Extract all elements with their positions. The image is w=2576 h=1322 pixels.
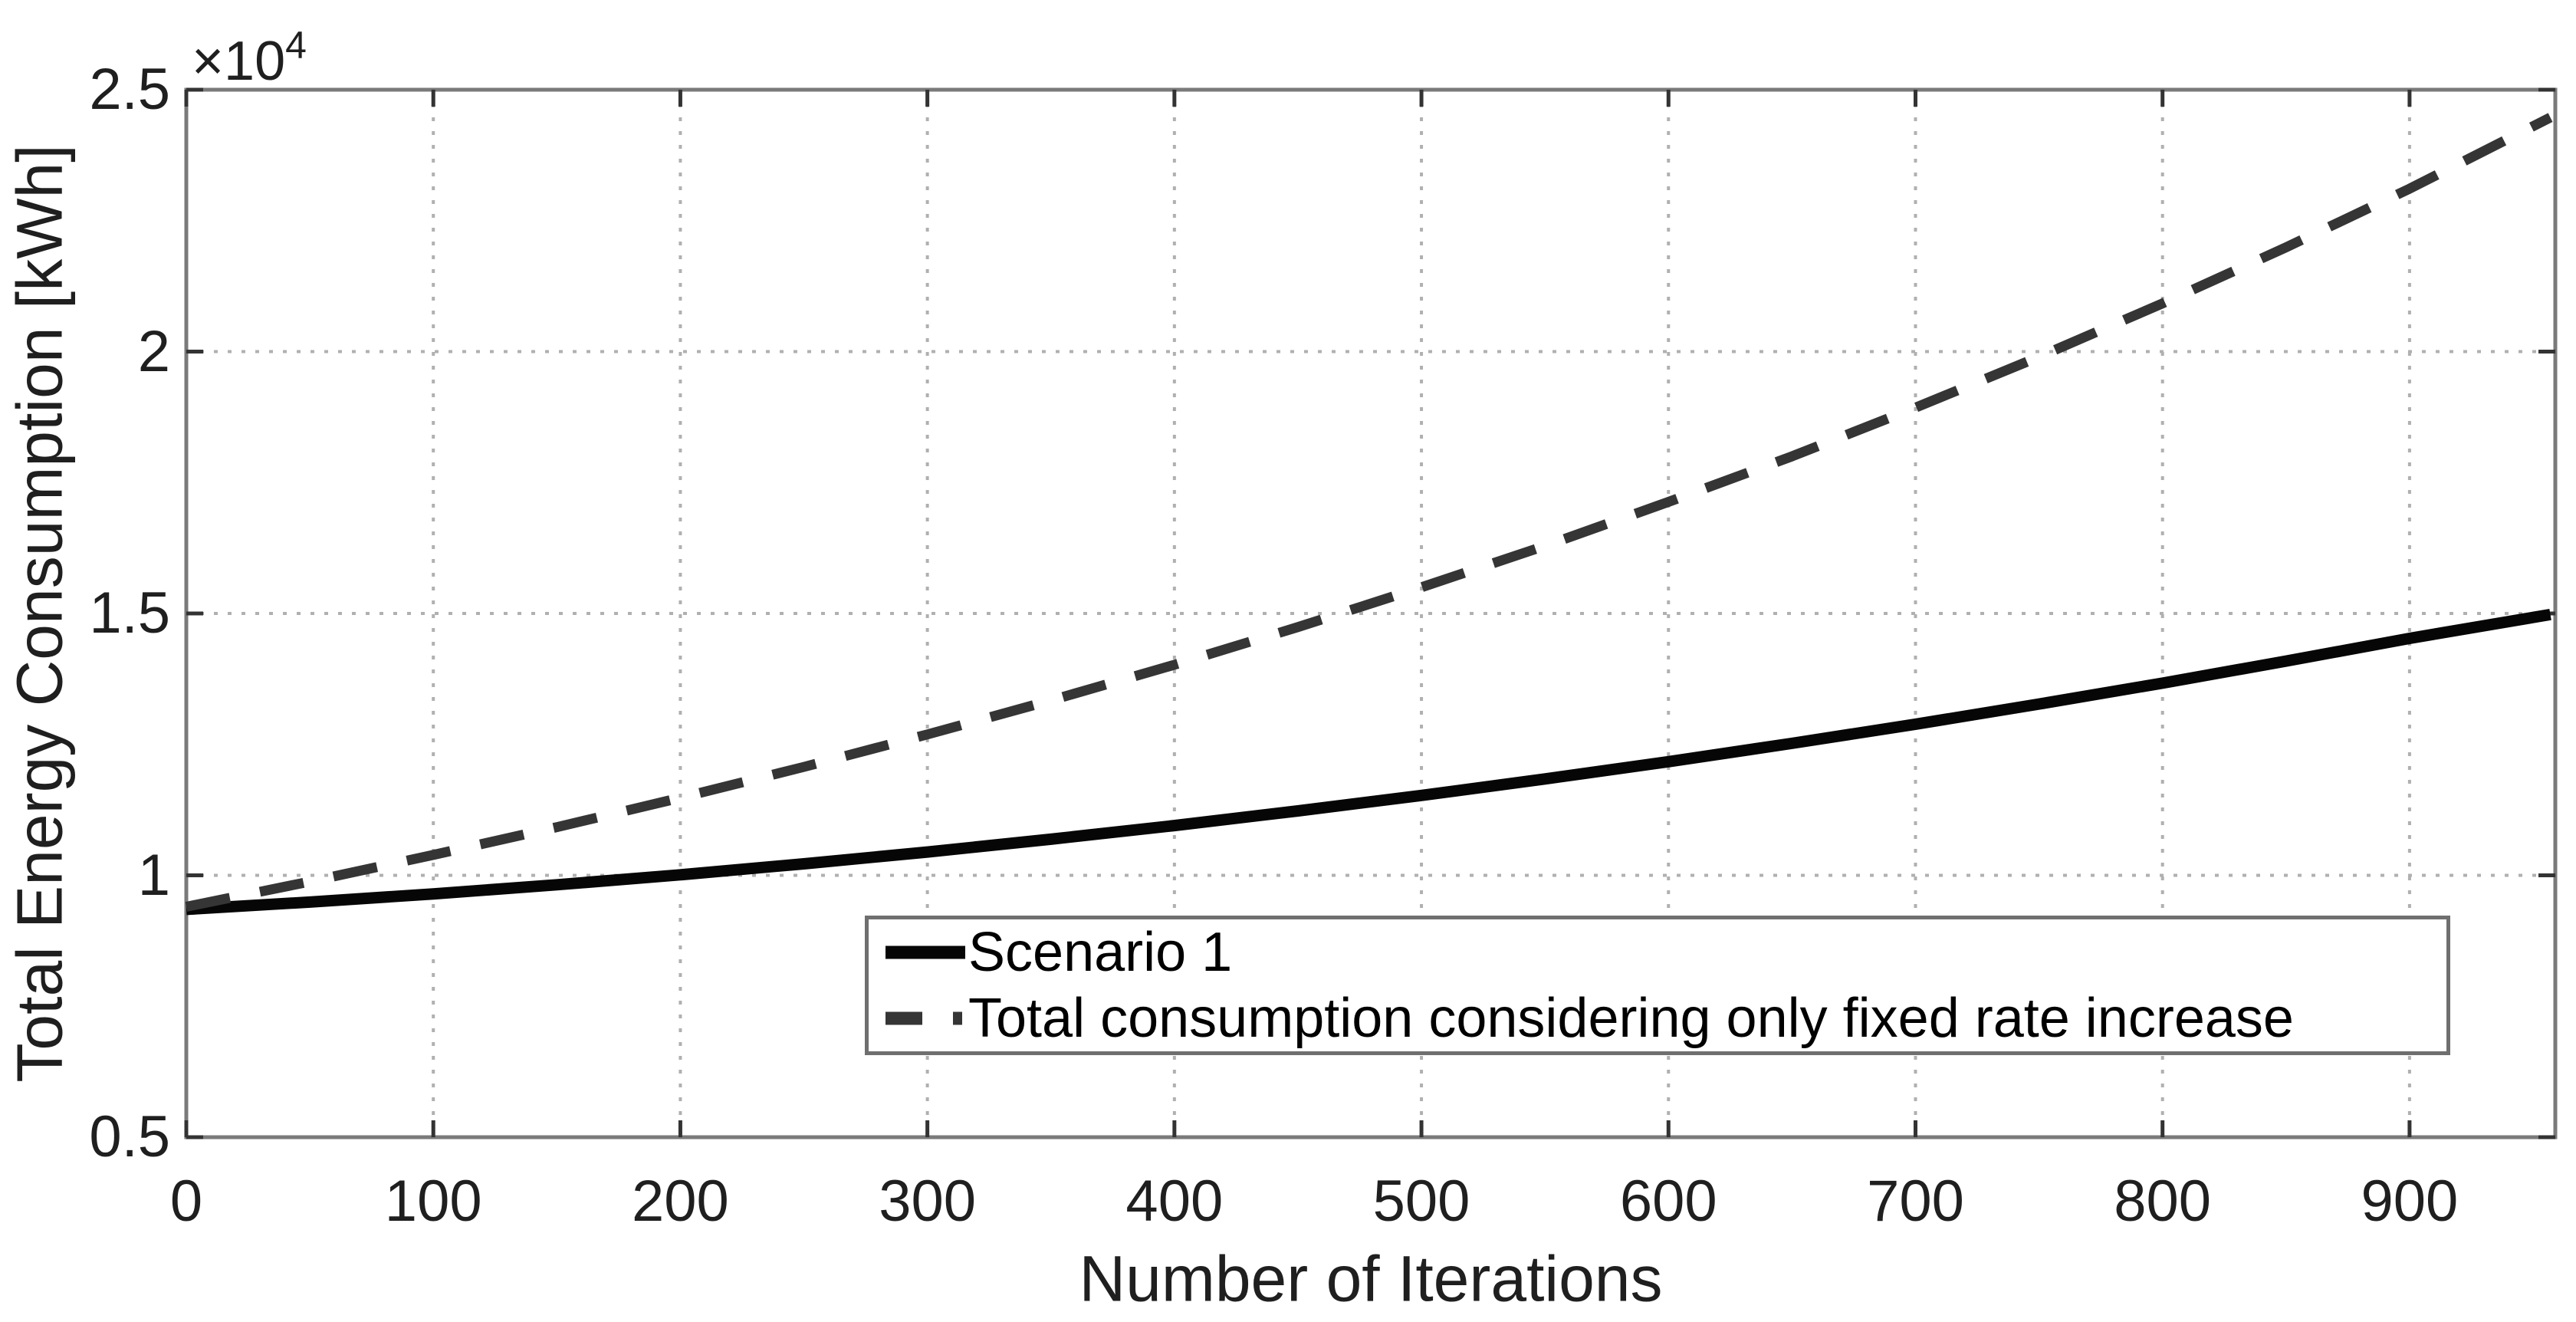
x-tick-label: 800 xyxy=(2114,1169,2212,1234)
y-tick-label: 1.5 xyxy=(89,580,170,646)
x-tick-label: 100 xyxy=(384,1169,482,1234)
series-line-scenario-1 xyxy=(186,608,2551,916)
x-tick-label: 400 xyxy=(1125,1169,1224,1234)
x-tick-label: 500 xyxy=(1372,1169,1470,1234)
x-tick-label: 200 xyxy=(632,1169,729,1234)
y-tick-label: 0.5 xyxy=(89,1104,170,1169)
y-tick-label: 2 xyxy=(137,318,170,384)
x-tick-label: 600 xyxy=(1619,1169,1717,1234)
x-axis-label: Number of Iterations xyxy=(1079,1242,1663,1315)
exponent-power: 4 xyxy=(285,24,307,67)
legend-sample-solid-line xyxy=(886,945,965,959)
legend-label: Scenario 1 xyxy=(968,922,1233,984)
exponent-base: ×10 xyxy=(192,31,286,92)
x-tick-label: 0 xyxy=(169,1169,203,1234)
legend: Scenario 1 Total consumption considering… xyxy=(865,916,2450,1055)
legend-item-fixed-rate: Total consumption considering only fixed… xyxy=(869,986,2446,1051)
legend-sample-dashed-line xyxy=(886,1011,965,1025)
legend-item-scenario-1: Scenario 1 xyxy=(869,920,2446,985)
x-tick-label: 900 xyxy=(2361,1169,2459,1234)
series-line-fixed-rate xyxy=(185,113,2553,912)
legend-label: Total consumption considering only fixed… xyxy=(968,987,2294,1049)
y-axis-exponent-label: ×104 xyxy=(192,23,307,93)
y-tick-label: 1 xyxy=(137,842,170,908)
y-tick-label: 2.5 xyxy=(89,57,170,122)
x-tick-label: 700 xyxy=(1867,1169,1964,1234)
x-tick-label: 300 xyxy=(879,1169,977,1234)
